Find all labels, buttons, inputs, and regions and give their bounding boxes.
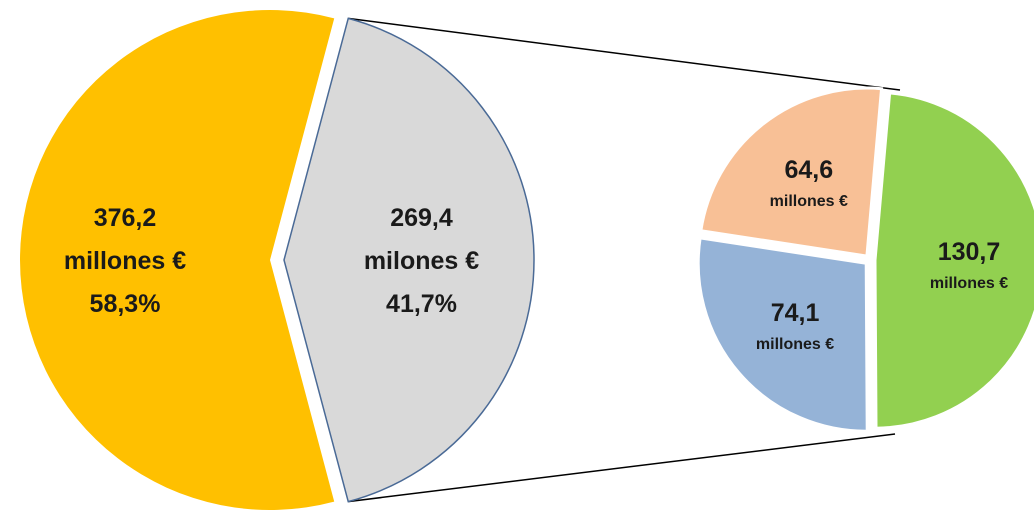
breakdown-slice-2-unit-label: millones €: [930, 275, 1008, 292]
main-pie: [20, 9, 535, 510]
main-slice-0-unit-label: millones €: [64, 247, 186, 275]
main-slice-0-value-label: 376,2: [94, 204, 157, 232]
main-slice-1-value-label: 269,4: [390, 204, 453, 232]
main-slice-1: [283, 17, 535, 503]
breakdown-slice-0-value-label: 64,6: [784, 156, 833, 184]
breakdown-slice-1-unit-label: millones €: [756, 336, 834, 353]
main-slice-0-percent-label: 58,3%: [90, 290, 161, 318]
breakdown-slice-1: [696, 236, 869, 433]
main-slice-1-percent-label: 41,7%: [386, 290, 457, 318]
breakdown-slice-0-unit-label: millones €: [770, 193, 848, 210]
breakdown-pie: [696, 86, 1034, 433]
main-slice-1-unit-label: milones €: [364, 247, 479, 275]
connector-line-bottom: [348, 433, 896, 503]
breakdown-slice-0: [699, 86, 884, 258]
breakdown-slice-2: [873, 91, 1034, 430]
breakdown-slice-1-value-label: 74,1: [771, 299, 820, 327]
data-labels: 376,2 millones € 58,3% 269,4 milones € 41,7% 6…: [64, 156, 1008, 353]
main-slice-0: [20, 9, 335, 510]
connector-line-top: [348, 17, 901, 91]
breakdown-slice-2-value-label: 130,7: [938, 238, 1001, 266]
connector-lines: [348, 17, 901, 503]
